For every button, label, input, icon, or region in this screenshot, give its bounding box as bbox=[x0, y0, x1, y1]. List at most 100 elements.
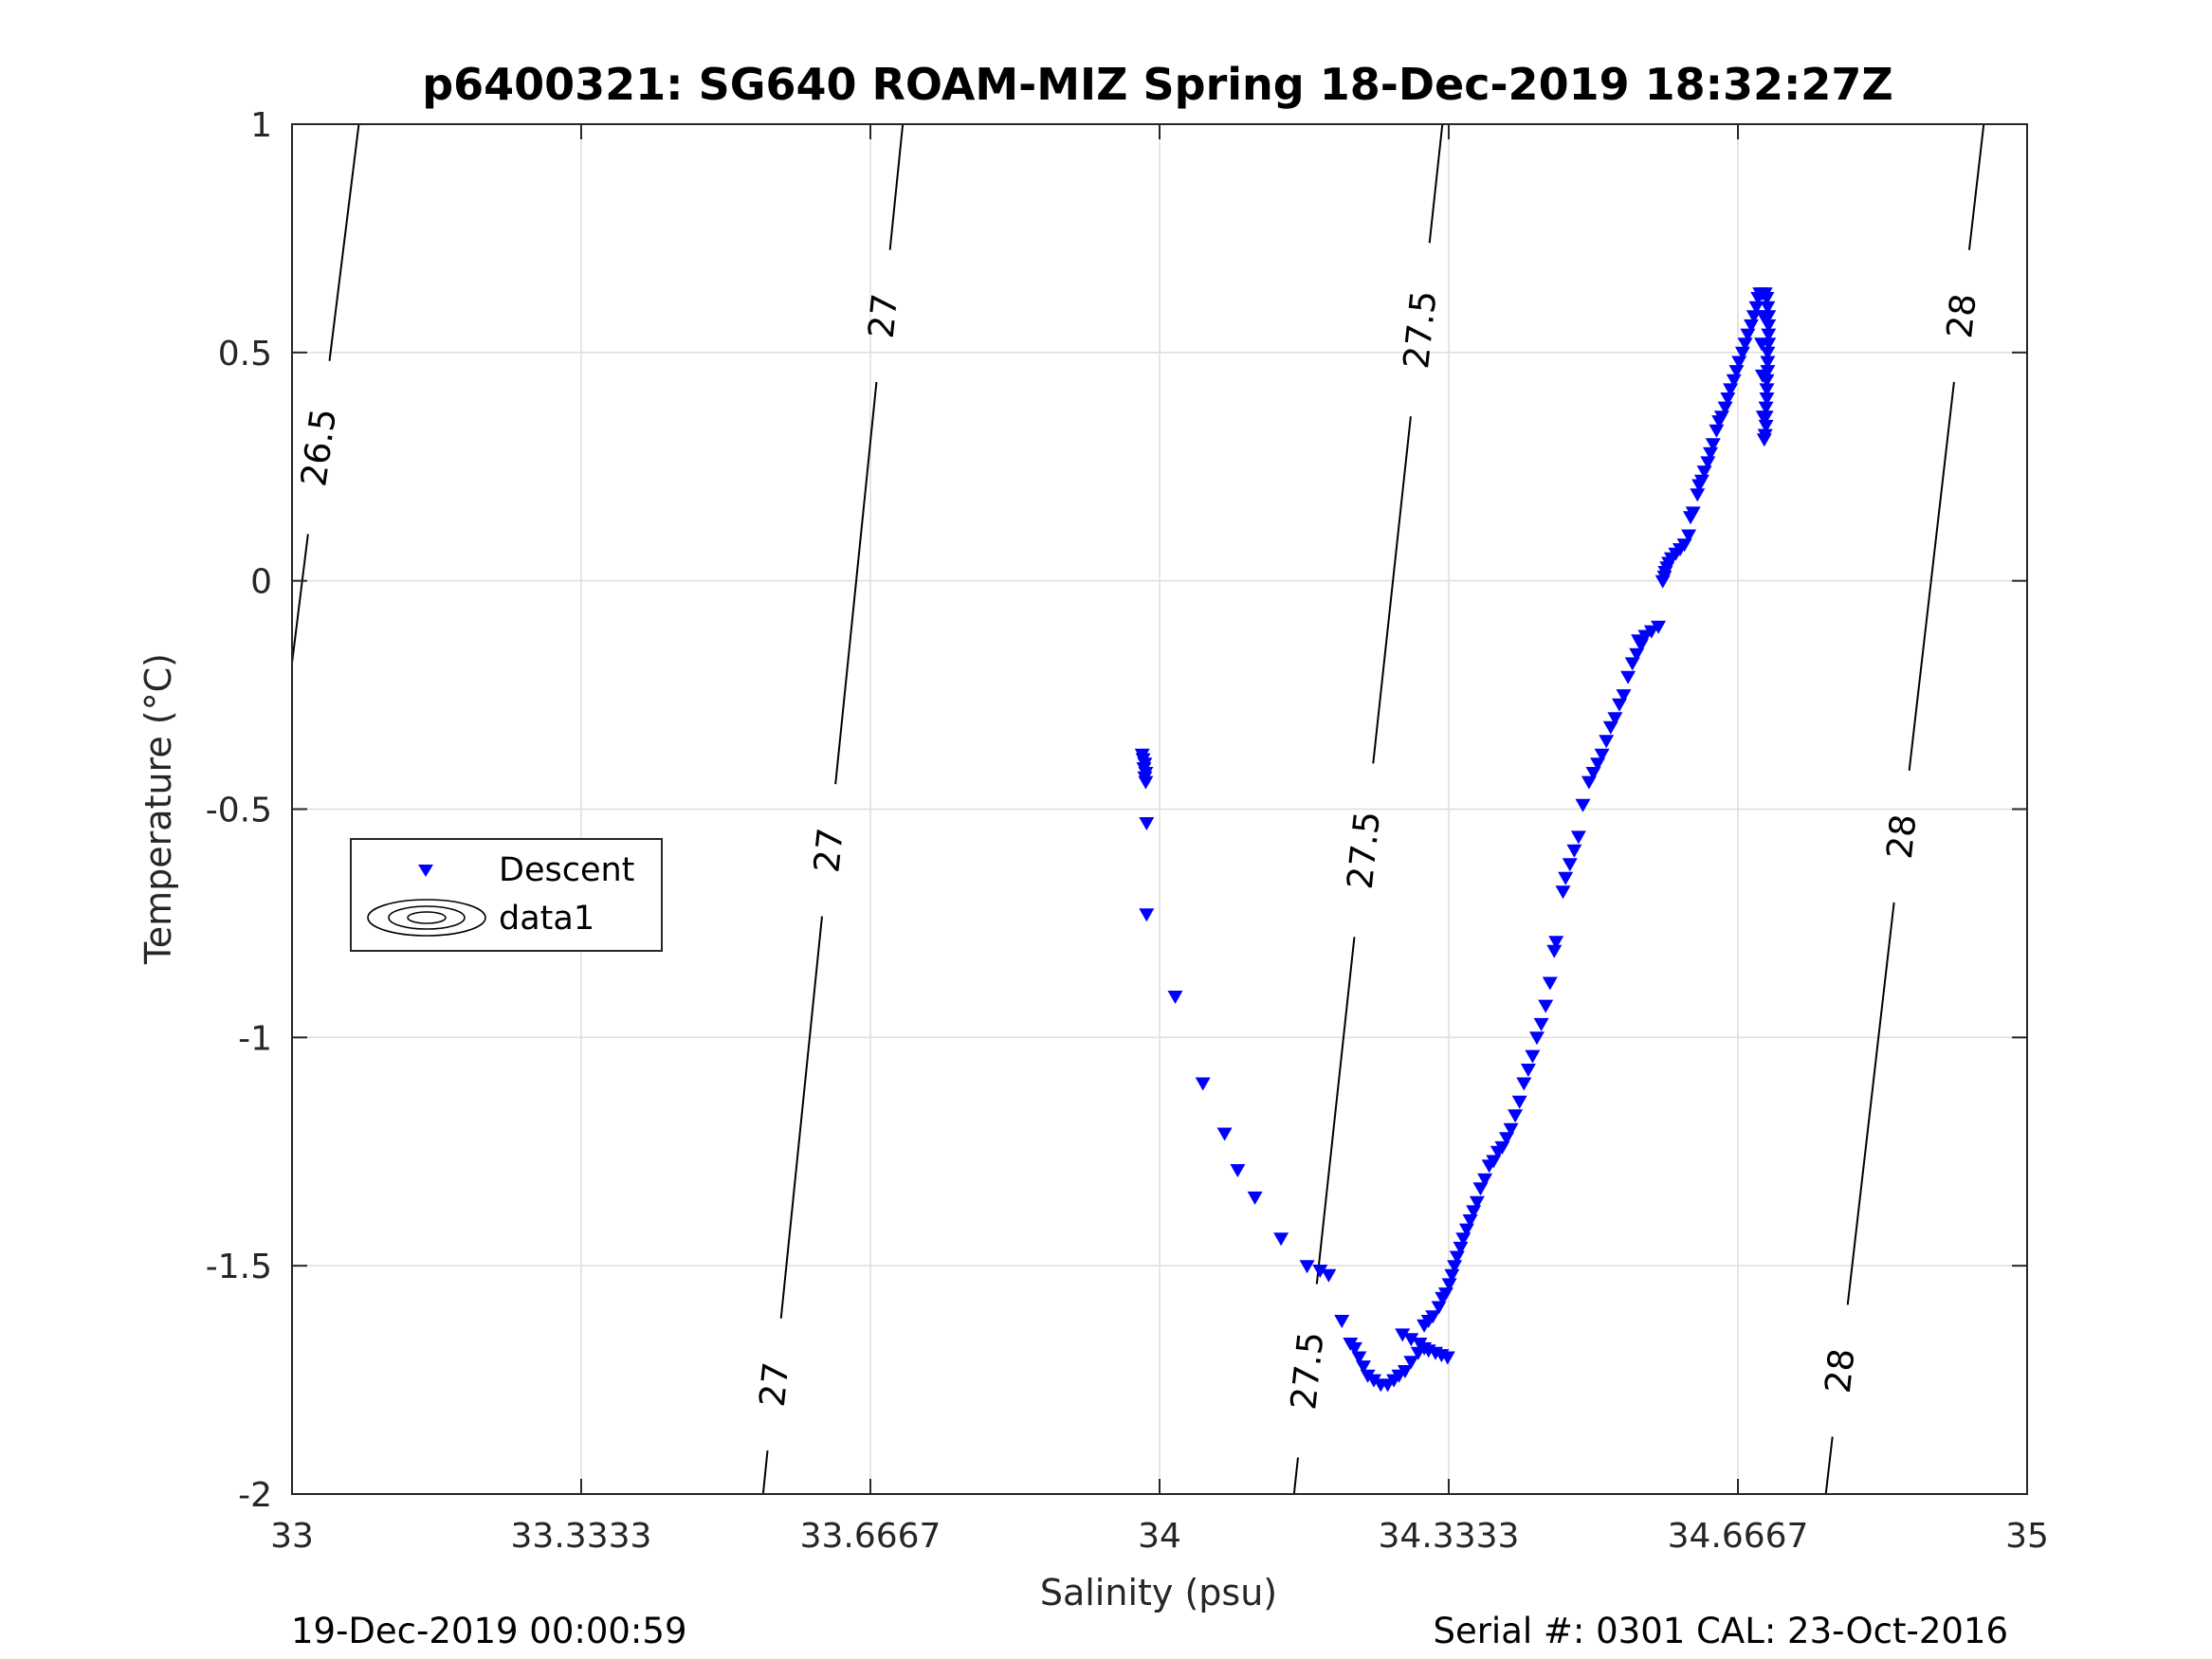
isopycnal-line bbox=[1846, 902, 1895, 1305]
descent-point bbox=[1555, 885, 1571, 900]
isopycnal-line bbox=[779, 916, 823, 1319]
x-tick-label: 35 bbox=[2005, 1517, 2049, 1556]
descent-point bbox=[1759, 292, 1775, 305]
isopycnal-contours bbox=[291, 123, 1985, 1493]
isopycnal-line bbox=[761, 1449, 769, 1493]
x-tick-label: 34 bbox=[1138, 1517, 1181, 1556]
descent-point bbox=[1167, 991, 1183, 1004]
isopycnal-label: 27 bbox=[752, 1360, 797, 1409]
descent-point bbox=[1709, 424, 1725, 438]
descent-point bbox=[1594, 748, 1610, 762]
x-axis: 33 33.3333 33.6667 34 34.3333 34.6667 35 bbox=[270, 124, 2049, 1556]
descent-point bbox=[1139, 817, 1155, 830]
descent-point bbox=[1525, 1049, 1541, 1064]
descent-point bbox=[1726, 374, 1742, 388]
descent-point bbox=[1685, 506, 1701, 520]
x-tick-label: 33 bbox=[270, 1517, 314, 1556]
descent-point bbox=[1469, 1195, 1485, 1210]
isopycnal-label: 27 bbox=[806, 826, 851, 874]
descent-point bbox=[1412, 1338, 1428, 1351]
isopycnal-label: 28 bbox=[1939, 292, 1984, 340]
chart-title: p6400321: SG640 ROAM-MIZ Spring 18-Dec-2… bbox=[422, 59, 1893, 110]
descent-point bbox=[1403, 1333, 1419, 1347]
isopycnal-line bbox=[1908, 381, 1955, 771]
descent-point bbox=[1139, 908, 1155, 922]
descent-point bbox=[1760, 346, 1776, 360]
descent-point bbox=[1705, 438, 1721, 452]
descent-point bbox=[1542, 976, 1558, 991]
legend: Descent data1 bbox=[350, 838, 663, 952]
descent-point bbox=[1366, 1374, 1381, 1388]
descent-point bbox=[1312, 1265, 1328, 1278]
descent-point bbox=[1616, 689, 1632, 703]
x-tick-label: 33.3333 bbox=[511, 1517, 652, 1556]
descent-point bbox=[1247, 1191, 1263, 1205]
descent-point bbox=[1548, 936, 1564, 950]
descent-point bbox=[1629, 647, 1645, 662]
y-tick-label: -0.5 bbox=[206, 792, 272, 830]
descent-point bbox=[1755, 310, 1771, 324]
descent-point bbox=[1703, 447, 1718, 461]
descent-point bbox=[1546, 944, 1563, 958]
descent-point bbox=[1138, 775, 1154, 790]
descent-point bbox=[1581, 775, 1597, 790]
descent-point bbox=[1720, 392, 1736, 406]
isopycnal-line bbox=[328, 123, 360, 361]
descent-point bbox=[1744, 319, 1759, 333]
descent-point bbox=[1447, 1260, 1463, 1274]
descent-point bbox=[1748, 301, 1764, 315]
legend-contour-icon bbox=[367, 899, 486, 937]
descent-point bbox=[1585, 767, 1601, 780]
isopycnal-line bbox=[888, 123, 905, 250]
isopycnal-label: 28 bbox=[1879, 812, 1925, 861]
descent-point bbox=[1755, 410, 1771, 425]
isopycnal-line bbox=[1428, 123, 1444, 244]
descent-point bbox=[1756, 433, 1772, 447]
y-tick-label: 1 bbox=[250, 106, 272, 145]
descent-point bbox=[1230, 1164, 1246, 1177]
legend-box bbox=[350, 838, 663, 952]
descent-point bbox=[1441, 1278, 1457, 1292]
isopycnal-label: 27.5 bbox=[1340, 810, 1388, 891]
descent-point bbox=[1273, 1232, 1289, 1247]
x-axis-label: Salinity (psu) bbox=[1040, 1572, 1277, 1613]
isopycnal-line bbox=[1967, 123, 1985, 250]
descent-point bbox=[1690, 488, 1706, 502]
descent-point bbox=[1620, 670, 1636, 684]
descent-point bbox=[1759, 392, 1775, 406]
descent-point bbox=[1570, 830, 1586, 845]
descent-point bbox=[1216, 1127, 1233, 1141]
isopycnal-line bbox=[291, 534, 309, 664]
y-tick-label: 0.5 bbox=[218, 335, 272, 374]
descent-point bbox=[1351, 1351, 1367, 1365]
descent-point bbox=[1758, 401, 1774, 415]
legend-descent-label: Descent bbox=[499, 851, 634, 889]
descent-point bbox=[1728, 365, 1745, 379]
descent-point bbox=[1558, 871, 1574, 885]
descent-point bbox=[1624, 657, 1640, 671]
descent-point bbox=[1516, 1077, 1532, 1091]
descent-point bbox=[1538, 999, 1554, 1013]
legend-descent-marker bbox=[418, 865, 433, 877]
descent-point bbox=[1599, 735, 1615, 749]
isopycnal-line bbox=[1292, 1457, 1299, 1493]
descent-point bbox=[1444, 1268, 1460, 1283]
descent-point bbox=[1346, 1341, 1362, 1356]
descent-point bbox=[1334, 1315, 1350, 1328]
isopycnal-label: 28 bbox=[1818, 1346, 1863, 1395]
descent-point bbox=[1566, 844, 1582, 858]
descent-point bbox=[1761, 319, 1777, 333]
footer-serial-cal: Serial #: 0301 CAL: 23-Oct-2016 bbox=[1433, 1611, 2008, 1651]
descent-point bbox=[1453, 1241, 1469, 1255]
descent-point bbox=[1734, 346, 1750, 360]
y-tick-label: -1.5 bbox=[206, 1248, 272, 1286]
descent-point bbox=[1195, 1077, 1211, 1091]
descent-point bbox=[1633, 639, 1649, 653]
descent-point bbox=[1562, 858, 1578, 872]
descent-point bbox=[1693, 474, 1709, 488]
descent-point bbox=[1758, 419, 1774, 433]
descent-point bbox=[1700, 456, 1716, 470]
descent-point bbox=[1520, 1064, 1536, 1077]
gridlines bbox=[292, 124, 2027, 1494]
